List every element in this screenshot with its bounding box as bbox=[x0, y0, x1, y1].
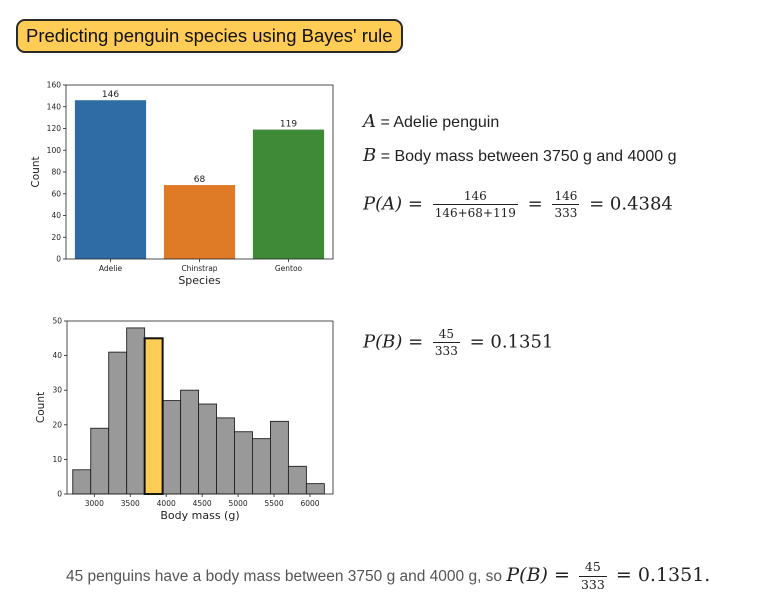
histogram-bar-highlighted bbox=[143, 337, 164, 495]
x-tick-label: 3000 bbox=[85, 499, 104, 508]
histogram-bar bbox=[305, 483, 325, 495]
var-b: B bbox=[363, 145, 377, 166]
y-tick-label: 160 bbox=[47, 81, 62, 90]
pb-result: = 0.1351 bbox=[469, 331, 554, 353]
histogram-bar bbox=[180, 389, 200, 495]
definition-a: A = Adelie penguin bbox=[363, 111, 499, 132]
caption-fraction: 45 333 bbox=[578, 560, 607, 592]
plot-frame bbox=[65, 84, 334, 260]
histogram-bar bbox=[234, 431, 253, 495]
y-tick-label: 50 bbox=[52, 317, 62, 326]
pa-fraction: 146 146+68+119 bbox=[432, 190, 518, 220]
definition-b: B = Body mass between 3750 g and 4000 g bbox=[363, 145, 676, 166]
histogram-bar bbox=[90, 427, 110, 495]
histogram-bar bbox=[162, 400, 182, 495]
y-tick-label: 20 bbox=[51, 233, 61, 242]
pa-numerator: 146 bbox=[432, 190, 518, 205]
pb-denominator: 333 bbox=[434, 344, 458, 358]
pb-fraction: 45 333 bbox=[432, 328, 460, 358]
x-tick-label: 4000 bbox=[157, 499, 176, 508]
y-tick-label: 120 bbox=[47, 124, 62, 133]
x-tick-label: 3500 bbox=[121, 499, 140, 508]
definition-a-text: = Adelie penguin bbox=[380, 114, 500, 131]
histogram-bar bbox=[270, 420, 289, 495]
x-tick-label: 5000 bbox=[229, 499, 248, 508]
y-axis-label: Count bbox=[35, 392, 47, 423]
page-title: Predicting penguin species using Bayes' … bbox=[16, 19, 403, 53]
bar-gentoo bbox=[252, 129, 325, 259]
data-label: 146 bbox=[102, 90, 119, 100]
y-tick-label: 20 bbox=[52, 420, 62, 429]
histogram-bar bbox=[126, 327, 146, 495]
var-a: A bbox=[363, 111, 376, 132]
pa-equals: = bbox=[527, 193, 543, 215]
y-tick-label: 40 bbox=[52, 351, 62, 360]
y-tick-label: 80 bbox=[51, 168, 61, 177]
x-tick-label: 5500 bbox=[265, 499, 284, 508]
y-tick-label: 0 bbox=[57, 490, 62, 499]
definition-b-text: = Body mass between 3750 g and 4000 g bbox=[380, 148, 677, 165]
y-tick-label: 40 bbox=[51, 211, 61, 220]
pb-lhs: P(B) = bbox=[363, 331, 424, 353]
caption-text: 45 penguins have a body mass between 375… bbox=[66, 568, 503, 585]
data-label: 119 bbox=[280, 120, 297, 130]
caption: 45 penguins have a body mass between 375… bbox=[66, 560, 711, 591]
histogram-bar bbox=[252, 438, 271, 495]
caption-numerator: 45 bbox=[578, 560, 607, 577]
equation-pa: P(A) = 146 146+68+119 = 146 333 = 0.4384 bbox=[363, 190, 673, 219]
plot-frame bbox=[66, 320, 334, 495]
y-tick-label: 10 bbox=[52, 455, 62, 464]
x-axis-label: Body mass (g) bbox=[160, 509, 239, 522]
x-tick-label: Chinstrap bbox=[181, 264, 217, 273]
histogram-bar bbox=[72, 469, 92, 495]
pa-result: = 0.4384 bbox=[589, 193, 673, 215]
y-tick-label: 30 bbox=[52, 386, 62, 395]
caption-lhs: P(B) = bbox=[506, 564, 570, 586]
pb-numerator: 45 bbox=[432, 328, 460, 343]
x-tick-label: 6000 bbox=[300, 499, 319, 508]
x-tick-label: 4500 bbox=[193, 499, 212, 508]
pa-numerator-2: 146 bbox=[552, 189, 580, 205]
y-tick-label: 140 bbox=[47, 102, 62, 111]
bar-chinstrap bbox=[163, 185, 236, 259]
caption-denominator: 333 bbox=[580, 576, 605, 592]
caption-result: = 0.1351. bbox=[615, 564, 711, 586]
pa-simplified-fraction: 146 333 bbox=[552, 189, 580, 220]
equation-pb: P(B) = 45 333 = 0.1351 bbox=[363, 328, 553, 357]
pa-denominator-2: 333 bbox=[554, 206, 578, 220]
x-axis-label: Species bbox=[178, 274, 221, 287]
y-tick-label: 100 bbox=[47, 146, 62, 155]
histogram-bar bbox=[287, 465, 307, 495]
caption-equation: P(B) = 45 333 = 0.1351. bbox=[506, 560, 711, 590]
y-tick-label: 60 bbox=[51, 189, 61, 198]
data-label: 68 bbox=[194, 175, 206, 185]
pa-denominator: 146+68+119 bbox=[434, 206, 516, 220]
pa-lhs: P(A) = bbox=[363, 193, 423, 215]
x-tick-label: Gentoo bbox=[275, 264, 303, 273]
y-tick-label: 0 bbox=[56, 255, 61, 264]
histogram-bar bbox=[216, 417, 235, 495]
x-tick-label: Adelie bbox=[99, 264, 123, 273]
bar-adelie bbox=[74, 100, 147, 259]
y-axis-label: Count bbox=[30, 156, 42, 187]
body-mass-histogram: 3000 3500 4000 4500 5000 5500 6000 0 10 20 30 40 50 B… bbox=[35, 317, 334, 522]
species-bar-chart: 146 Adelie 68 Chinstrap 119 Gentoo 0 20 40 60 80 10… bbox=[30, 81, 334, 287]
histogram-bar bbox=[108, 351, 128, 495]
histogram-bar bbox=[198, 403, 217, 495]
